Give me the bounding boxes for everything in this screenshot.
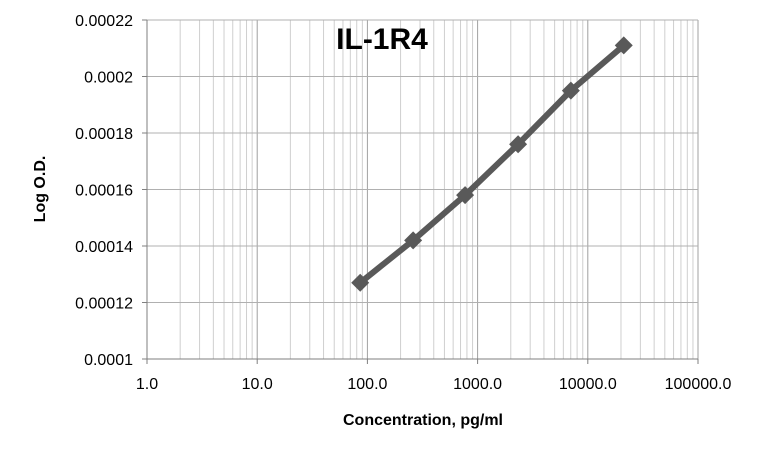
chart-title: IL-1R4 bbox=[336, 23, 428, 56]
data-point-marker bbox=[509, 135, 528, 154]
y-tick-label: 0.0002 bbox=[84, 70, 133, 87]
labels: 0.0001 0.00012 0.00014 0.00016 0.00018 0.0002… bbox=[75, 13, 731, 393]
x-tick-label: 1000.0 bbox=[453, 376, 502, 393]
data-point-marker bbox=[614, 36, 633, 55]
y-tick-label: 0.00014 bbox=[75, 239, 133, 256]
y-tick-label: 0.0001 bbox=[84, 352, 133, 369]
x-tick-label: 100.0 bbox=[347, 376, 387, 393]
y-tick-label: 0.00018 bbox=[75, 126, 133, 143]
data-point-marker bbox=[404, 231, 423, 250]
y-tick-label: 0.00016 bbox=[75, 183, 133, 200]
y-tick-label: 0.00022 bbox=[75, 13, 133, 30]
axes bbox=[142, 19, 699, 364]
x-tick-label: 10.0 bbox=[242, 376, 273, 393]
x-axis-title: Concentration, pg/ml bbox=[343, 412, 503, 429]
y-axis-title: Log O.D. bbox=[32, 156, 49, 223]
y-tick-label: 0.00012 bbox=[75, 296, 133, 313]
x-tick-label: 1.0 bbox=[136, 376, 158, 393]
grid bbox=[146, 19, 699, 360]
data-point-marker bbox=[561, 81, 580, 100]
series bbox=[351, 36, 633, 292]
series-line bbox=[357, 42, 627, 286]
x-tick-label: 10000.0 bbox=[559, 376, 617, 393]
data-point-marker bbox=[456, 186, 475, 205]
x-tick-label: 100000.0 bbox=[665, 376, 732, 393]
data-point-marker bbox=[351, 273, 370, 292]
